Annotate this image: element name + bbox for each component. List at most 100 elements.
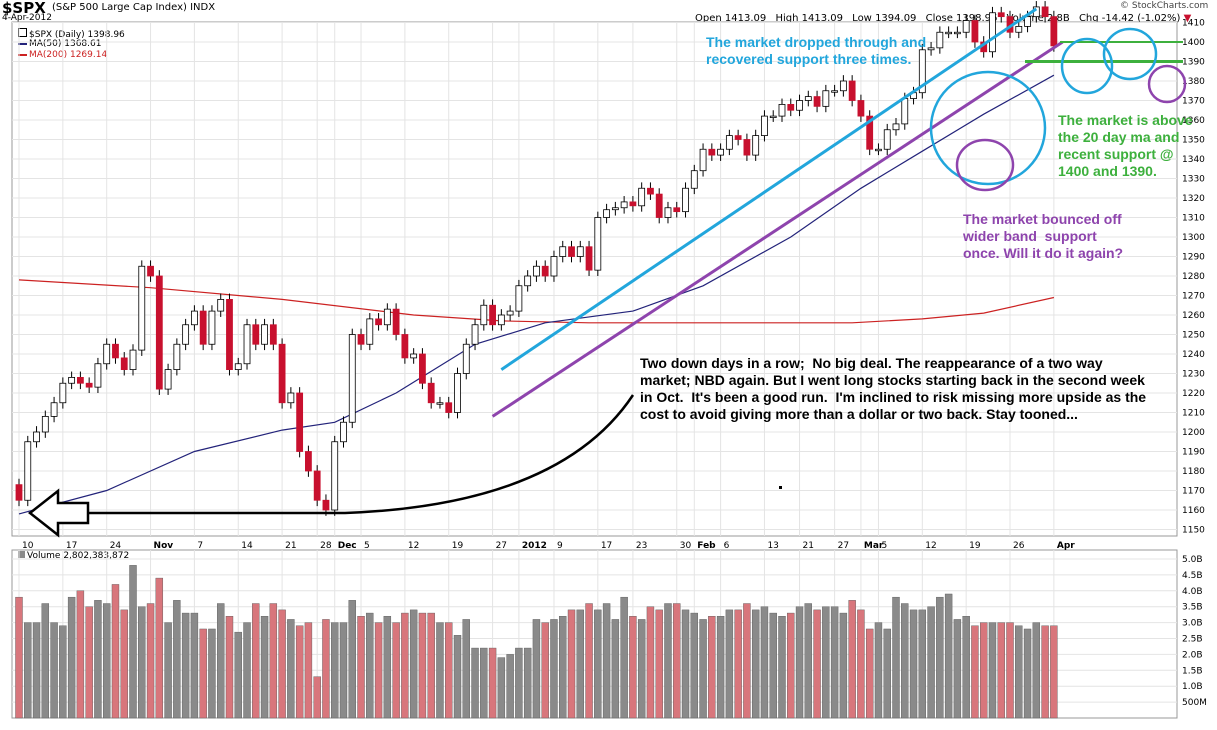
candle-down <box>857 100 865 117</box>
candle-up <box>348 334 356 423</box>
candle-down <box>655 193 663 218</box>
candle-down <box>813 96 821 107</box>
candle-up <box>533 265 540 277</box>
volume-bar <box>453 635 462 719</box>
volume-bar <box>892 596 900 719</box>
x-tick-label: 27 <box>496 541 507 551</box>
candle-down <box>997 12 1005 18</box>
volume-bar <box>734 609 742 719</box>
close-label: Close <box>925 13 953 24</box>
volume-bar <box>795 606 804 719</box>
candle-up <box>559 246 567 257</box>
volume-bar <box>67 596 76 719</box>
candle-up <box>366 318 374 345</box>
volume-bar <box>488 647 497 719</box>
candle-down <box>1041 6 1049 18</box>
volume-bar <box>997 622 1005 719</box>
volume-bar <box>804 603 812 719</box>
candle-up <box>778 104 786 117</box>
volume-bar <box>304 622 313 719</box>
candle-up <box>831 90 839 93</box>
candle-up <box>515 285 523 312</box>
volume-bar <box>708 616 716 719</box>
quote-date: 4-Apr-2012 <box>2 13 52 23</box>
candle-down <box>419 353 426 384</box>
candle-up <box>410 353 418 359</box>
x-tick-label: 14 <box>241 541 253 551</box>
legend-ma200: MA(200) 1269.14 <box>18 50 107 60</box>
volume-bar <box>857 609 865 719</box>
volume-tick-label: 2.0B <box>1182 650 1203 660</box>
candle-down <box>322 499 330 511</box>
price-tick-label: 1380 <box>1182 77 1205 87</box>
annotation-bounced: The market bounced off wider band suppor… <box>963 211 1124 261</box>
candle-up <box>918 49 926 94</box>
volume-bar <box>506 654 514 719</box>
volume-bar <box>848 600 856 719</box>
ma50-legend-icon <box>18 42 27 45</box>
candle-up <box>638 187 646 207</box>
volume-bar <box>383 616 392 719</box>
volume-bar <box>944 593 953 719</box>
x-tick-label: 17 <box>66 541 77 551</box>
candle-up <box>989 12 996 53</box>
candle-up <box>839 80 847 92</box>
volume-bar <box>436 622 444 719</box>
candle-down <box>305 451 312 472</box>
candle-down <box>120 357 128 370</box>
x-tick-label: 9 <box>557 541 563 551</box>
candle-up <box>103 343 111 365</box>
candle-up <box>690 170 698 189</box>
volume-bar <box>971 625 979 719</box>
annotation-above-ma: The market is above the 20 day ma and re… <box>1058 112 1193 179</box>
x-tick-label: 21 <box>803 541 814 551</box>
volume-bar <box>129 565 137 719</box>
candle-up <box>340 421 347 443</box>
candle-up <box>953 31 961 35</box>
legend-ma50: MA(50) 1368.61 <box>18 39 101 49</box>
x-tick-label: 28 <box>320 541 332 551</box>
legend-volume: Volume 2,802,383,872 <box>18 551 129 561</box>
volume-bar <box>620 596 628 719</box>
x-tick-label: 19 <box>452 541 464 551</box>
volume-bar <box>778 616 786 719</box>
price-tick-label: 1330 <box>1182 175 1205 185</box>
candle-down <box>199 310 207 345</box>
x-tick-label: 19 <box>969 541 981 551</box>
ticker-symbol: $SPX <box>2 0 46 17</box>
open-value: 1413.09 <box>724 13 767 24</box>
candle-up <box>436 402 444 405</box>
volume-bar <box>541 622 549 719</box>
candle-up <box>497 314 505 326</box>
volume-bar <box>339 622 348 719</box>
price-tick-label: 1210 <box>1182 409 1205 419</box>
candle-up <box>243 324 251 365</box>
volume-bar <box>234 631 242 719</box>
volume-bar <box>418 612 427 719</box>
candle-up <box>550 256 558 277</box>
volume-bar <box>1006 622 1014 719</box>
chg-label: Chg <box>1078 13 1099 24</box>
price-tick-label: 1360 <box>1182 116 1205 126</box>
candle-down <box>971 20 979 43</box>
candle-up <box>261 324 268 345</box>
candle-down <box>568 246 575 257</box>
volume-bar <box>15 596 23 719</box>
volume-bar <box>515 647 523 719</box>
volume-bar <box>173 600 181 719</box>
candle-up <box>796 100 803 111</box>
candle-up <box>471 324 479 345</box>
volume-bar <box>199 628 207 719</box>
x-tick-label: 27 <box>838 541 849 551</box>
price-tick-label: 1400 <box>1182 38 1205 48</box>
candle-up <box>822 90 830 107</box>
purple-trendline <box>491 40 1064 418</box>
left-arrow-icon <box>27 488 90 538</box>
price-tick-label: 1180 <box>1182 467 1205 477</box>
volume-bar <box>102 603 111 719</box>
candle-up <box>620 201 628 209</box>
price-tick-label: 1190 <box>1182 448 1205 458</box>
candle-up <box>41 415 49 433</box>
volume-bar <box>146 603 155 719</box>
